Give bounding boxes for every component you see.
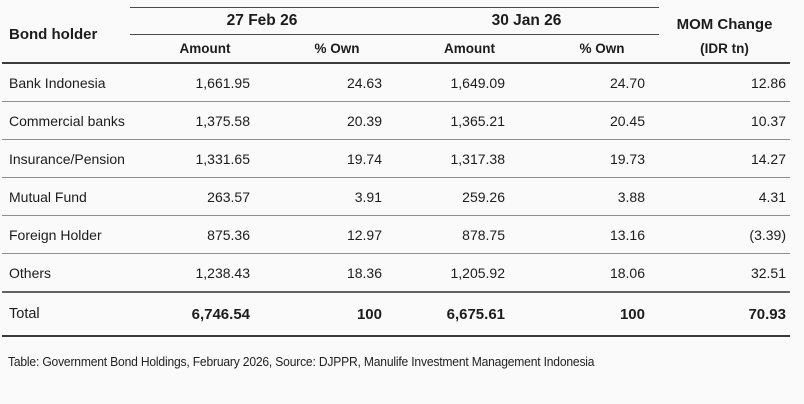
feb-own: 19.74 [280, 139, 394, 178]
column-group-27-feb-26: 27 Feb 26 [130, 7, 394, 35]
mom-change: 32.51 [659, 253, 790, 293]
holder-name: Bank Indonesia [2, 63, 130, 102]
total-feb-amount: 6,746.54 [130, 292, 280, 337]
table-row: Others 1,238.43 18.36 1,205.92 18.06 32.… [2, 253, 790, 293]
jan-own: 3.88 [545, 177, 659, 216]
bond-holdings-table: Bond holder 27 Feb 26 30 Jan 26 MOM Chan… [2, 7, 790, 337]
total-jan-own: 100 [545, 292, 659, 337]
sub-header-row: Amount % Own Amount % Own (IDR tn) [2, 34, 790, 64]
jan-amount: 1,317.38 [394, 139, 545, 178]
jan-own: 20.45 [545, 101, 659, 140]
table-caption: Table: Government Bond Holdings, Februar… [8, 354, 595, 369]
holder-name: Foreign Holder [2, 215, 130, 254]
jan-own: 13.16 [545, 215, 659, 254]
mom-change: 4.31 [659, 177, 790, 216]
mom-change: 12.86 [659, 63, 790, 102]
table-footer: Total 6,746.54 100 6,675.61 100 70.93 [2, 292, 790, 337]
column-header-feb-own: % Own [280, 34, 394, 64]
total-mom-change: 70.93 [659, 292, 790, 337]
table-row: Mutual Fund 263.57 3.91 259.26 3.88 4.31 [2, 177, 790, 216]
feb-amount: 875.36 [130, 215, 280, 254]
holder-name: Commercial banks [2, 101, 130, 140]
jan-amount: 1,205.92 [394, 253, 545, 293]
feb-amount: 263.57 [130, 177, 280, 216]
table-row: Commercial banks 1,375.58 20.39 1,365.21… [2, 101, 790, 140]
jan-amount: 259.26 [394, 177, 545, 216]
column-header-mom-unit: (IDR tn) [659, 34, 790, 64]
mom-change: 10.37 [659, 101, 790, 140]
table-row: Insurance/Pension 1,331.65 19.74 1,317.3… [2, 139, 790, 178]
feb-own: 18.36 [280, 253, 394, 293]
column-header-jan-amount: Amount [394, 34, 545, 64]
feb-amount: 1,375.58 [130, 101, 280, 140]
table-row: Foreign Holder 875.36 12.97 878.75 13.16… [2, 215, 790, 254]
table-body: Bank Indonesia 1,661.95 24.63 1,649.09 2… [2, 63, 790, 293]
holder-name: Others [2, 253, 130, 293]
table-header: Bond holder 27 Feb 26 30 Jan 26 MOM Chan… [2, 7, 790, 64]
jan-own: 24.70 [545, 63, 659, 102]
feb-amount: 1,661.95 [130, 63, 280, 102]
jan-amount: 1,649.09 [394, 63, 545, 102]
total-feb-own: 100 [280, 292, 394, 337]
feb-amount: 1,238.43 [130, 253, 280, 293]
mom-change: (3.39) [659, 215, 790, 254]
feb-amount: 1,331.65 [130, 139, 280, 178]
column-header-bond-holder: Bond holder [2, 7, 130, 64]
feb-own: 20.39 [280, 101, 394, 140]
feb-own: 24.63 [280, 63, 394, 102]
column-header-jan-own: % Own [545, 34, 659, 64]
jan-amount: 878.75 [394, 215, 545, 254]
holder-name: Insurance/Pension [2, 139, 130, 178]
total-jan-amount: 6,675.61 [394, 292, 545, 337]
feb-own: 12.97 [280, 215, 394, 254]
column-header-feb-amount: Amount [130, 34, 280, 64]
group-header-row: Bond holder 27 Feb 26 30 Jan 26 MOM Chan… [2, 7, 790, 64]
jan-own: 18.06 [545, 253, 659, 293]
column-header-mom-change: MOM Change [676, 15, 773, 33]
mom-change: 14.27 [659, 139, 790, 178]
total-label: Total [2, 292, 130, 337]
feb-own: 3.91 [280, 177, 394, 216]
jan-amount: 1,365.21 [394, 101, 545, 140]
holder-name: Mutual Fund [2, 177, 130, 216]
table-row: Bank Indonesia 1,661.95 24.63 1,649.09 2… [2, 63, 790, 102]
jan-own: 19.73 [545, 139, 659, 178]
column-group-30-jan-26: 30 Jan 26 [394, 7, 659, 35]
total-row: Total 6,746.54 100 6,675.61 100 70.93 [2, 292, 790, 337]
